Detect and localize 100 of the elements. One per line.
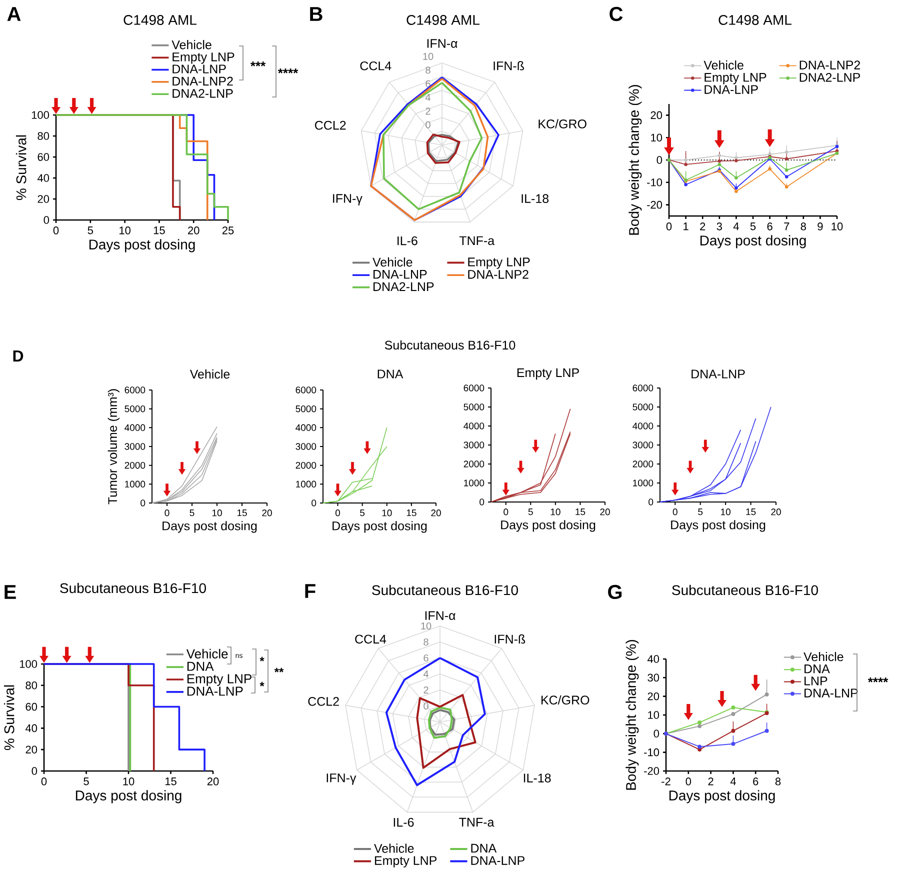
y-tick-label: 40 [37, 174, 50, 182]
text: ** [274, 668, 284, 672]
y-tick-label: 30 [648, 674, 660, 682]
legend-label: DNA-LNP [187, 686, 243, 696]
text: B [310, 6, 322, 21]
x-axis-title: Days post dosing [700, 235, 806, 248]
x-tick-label: 10 [832, 222, 843, 230]
y-tick-label: 2000 [124, 462, 146, 469]
y-tick-label: 5000 [632, 403, 654, 410]
y-tick-label: 80 [38, 132, 50, 140]
x-tick-label: 25 [222, 226, 234, 234]
x-tick-label: 5 [360, 509, 365, 516]
spoke-label: IFN-γ [333, 194, 362, 206]
y-tick-label: 4000 [296, 424, 316, 431]
y-tick-label: 5000 [464, 403, 484, 410]
legend-label: DNA-LNP2 [800, 60, 860, 70]
text: F [305, 584, 316, 598]
chart-title: Subcutaneous B16-F10 [672, 584, 818, 595]
x-tick-label: 5 [88, 226, 93, 234]
y-tick-label: 4000 [632, 422, 654, 430]
x-tick-label: 20 [771, 508, 781, 516]
y-tick-label: 60 [38, 152, 50, 161]
chart-title: C1498 AML [124, 14, 196, 25]
legend-label: DNA2-LNP [800, 72, 860, 82]
x-tick-label: 5 [698, 508, 703, 515]
text: C [610, 6, 623, 21]
y-tick-label: 0 [140, 499, 146, 506]
y-axis-title: Tumor volume (mm³) [108, 389, 120, 504]
x-tick-label: 2 [708, 777, 714, 786]
legend-label: Vehicle [186, 648, 228, 658]
y-tick-label: 8 [426, 66, 430, 74]
spoke-label: CCL4 [360, 61, 392, 70]
spoke-label: CCL4 [355, 634, 386, 644]
x-tick-label: 5 [84, 777, 89, 786]
x-tick-label: 0 [672, 508, 678, 516]
spoke-label: IFN-ß [494, 60, 524, 70]
x-axis-title: Days post dosing [162, 520, 257, 533]
spoke-label: TNF-a [459, 236, 495, 245]
x-tick-label: 10 [550, 508, 560, 516]
text: A [7, 6, 21, 21]
y-tick-label: 3000 [464, 441, 484, 448]
text: *** [250, 61, 266, 66]
y-tick-label: 1000 [125, 480, 146, 488]
spoke-label: IL-6 [398, 236, 418, 246]
x-tick-label: 6 [753, 777, 758, 786]
legend-label: DNA-LNP [804, 688, 858, 698]
y-tick-label: 0 [654, 730, 660, 738]
chart-title: Subcutaneous B16-F10 [60, 582, 206, 593]
y-tick-label: 6000 [296, 386, 316, 394]
y-tick-label: 1000 [633, 479, 654, 486]
x-axis-title: Days post dosing [669, 790, 775, 804]
y-tick-label: 20 [26, 746, 38, 754]
legend-label: DNA2-LNP [172, 88, 233, 98]
x-tick-label: 3 [716, 222, 722, 230]
x-axis-title: Days post dosing [501, 520, 596, 532]
x-tick-label: 15 [154, 226, 165, 234]
y-tick-label: 1000 [296, 480, 316, 488]
y-tick-label: 0 [648, 498, 654, 506]
chart-title: Vehicle [190, 369, 230, 378]
legend-label: DNA2-LNP [374, 282, 434, 291]
spoke-label: CCL2 [308, 696, 339, 706]
legend-label: Vehicle [374, 844, 414, 853]
x-axis-title: Days post dosing [332, 520, 427, 533]
x-tick-label: 10 [212, 509, 222, 516]
y-tick-label: 4 [423, 670, 428, 678]
y-tick-label: 2 [424, 686, 428, 694]
y-tick-label: -20 [647, 200, 662, 209]
x-axis-title: Days post dosing [671, 520, 766, 532]
legend-label: DNA [187, 662, 214, 671]
x-tick-label: 15 [406, 509, 416, 516]
y-tick-label: 0 [424, 702, 428, 710]
y-tick-label: 6000 [124, 386, 146, 394]
legend-label: Vehicle [372, 257, 412, 266]
text: G [608, 584, 622, 599]
legend-label: DNA-LNP2 [468, 270, 528, 279]
y-tick-label: 3000 [296, 442, 316, 450]
spoke-label: IL-6 [394, 818, 414, 827]
x-tick-label: 5 [528, 508, 533, 515]
spoke-label: CCL2 [314, 120, 346, 130]
y-tick-label: 5000 [124, 405, 146, 412]
y-tick-label: 10 [651, 134, 662, 142]
y-tick-label: 100 [20, 660, 38, 668]
legend-label: DNA [804, 664, 830, 673]
x-tick-label: 8 [775, 777, 781, 786]
y-tick-label: 6000 [632, 384, 654, 392]
x-tick-label: 6 [767, 222, 772, 230]
y-axis-title: Body weight change (%) [626, 640, 639, 790]
x-tick-label: 20 [262, 509, 272, 516]
y-tick-label: 40 [647, 654, 660, 663]
chart-title: DNA [378, 370, 404, 378]
x-tick-label: 10 [382, 509, 392, 516]
x-tick-label: 5 [190, 509, 194, 516]
y-tick-label: 1000 [464, 479, 484, 486]
x-tick-label: 20 [600, 508, 610, 516]
y-tick-label: 0 [426, 121, 430, 128]
x-tick-label: 0 [335, 509, 340, 516]
y-tick-label: 3000 [632, 441, 654, 448]
text: * [260, 656, 264, 662]
legend-label: Empty LNP [374, 856, 437, 868]
spoke-label: KC/GRO [538, 119, 586, 128]
